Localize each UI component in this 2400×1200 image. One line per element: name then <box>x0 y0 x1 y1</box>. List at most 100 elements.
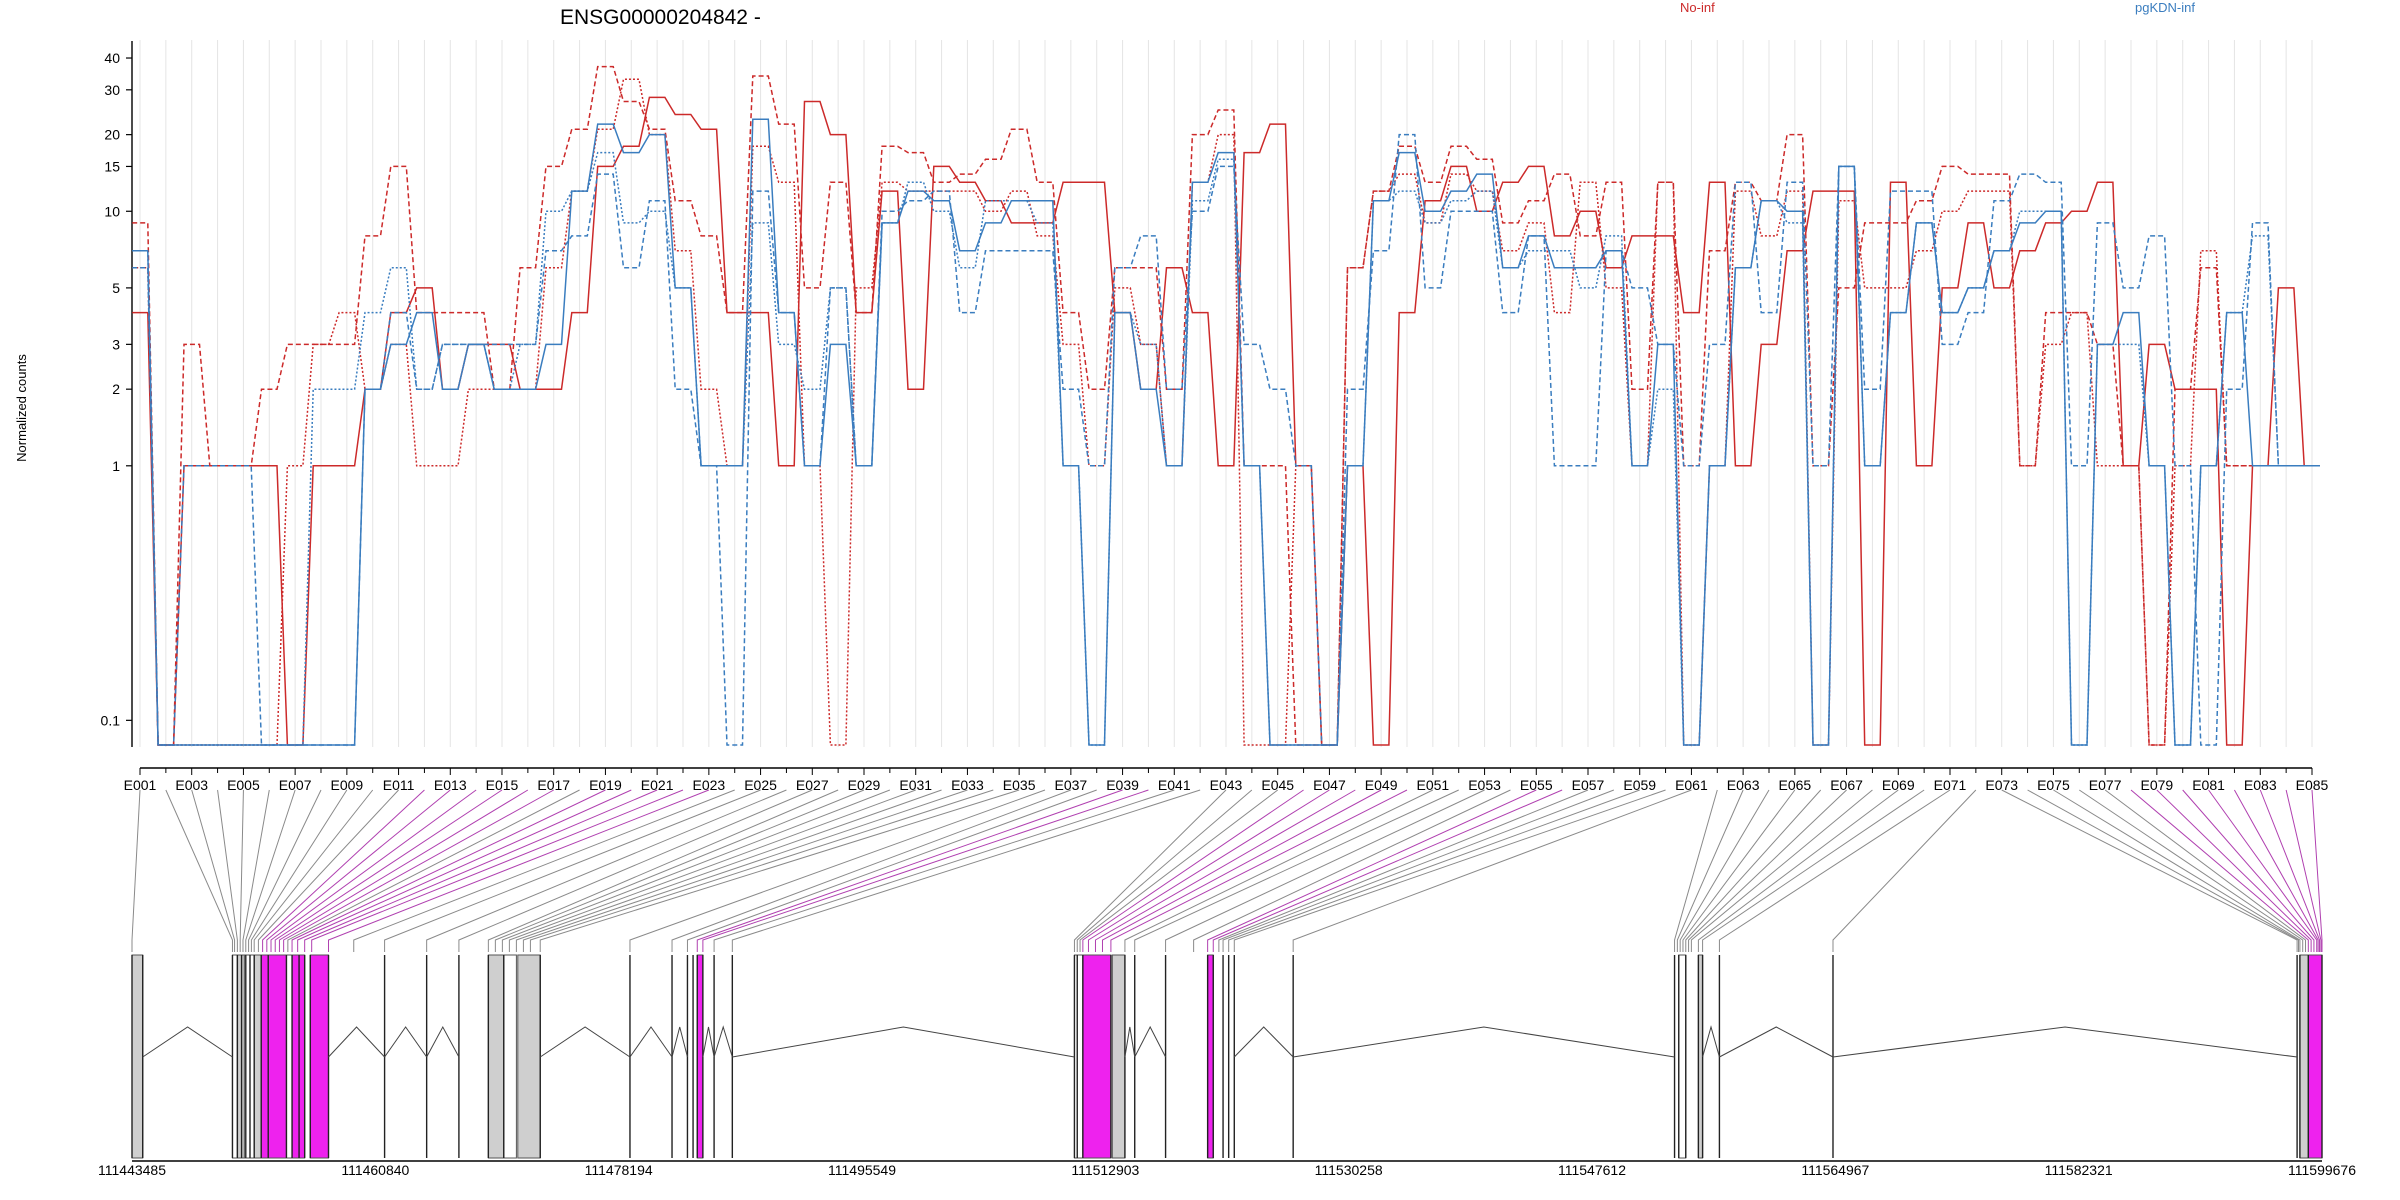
coordinate-tick-label: 111547612 <box>1558 1162 1626 1178</box>
x-tick-label: E059 <box>1623 777 1656 793</box>
exon-connector <box>2001 789 2298 952</box>
exon-connector <box>266 789 451 952</box>
exon-connector <box>311 789 684 952</box>
y-tick-label: 2 <box>112 381 120 397</box>
exon-connector <box>2027 789 2300 952</box>
x-tick-label: E001 <box>124 777 157 793</box>
x-tick-label: E069 <box>1882 777 1915 793</box>
x-tick-label: E055 <box>1520 777 1553 793</box>
exon-connector <box>248 789 322 952</box>
x-tick-label: E053 <box>1468 777 1501 793</box>
y-tick-label: 0.1 <box>101 712 121 728</box>
legend-label-no-inf: No-inf <box>1680 0 1715 15</box>
x-tick-label: E011 <box>383 777 415 793</box>
y-tick-label: 20 <box>104 127 120 143</box>
exon-block <box>231 954 238 1159</box>
x-tick-label: E063 <box>1727 777 1760 793</box>
exon-block <box>260 954 287 1159</box>
x-tick-label: E029 <box>848 777 881 793</box>
x-tick-label: E067 <box>1830 777 1863 793</box>
y-tick-label: 15 <box>104 158 120 174</box>
exon-connector <box>1073 789 1227 952</box>
exon-connector <box>1212 789 1563 952</box>
exon-connector <box>702 789 1149 952</box>
x-tick-label: E083 <box>2244 777 2277 793</box>
series-line-pgkdn-inf-solid <box>132 118 2320 746</box>
exon-connector <box>1101 789 1382 952</box>
x-tick-label: E079 <box>2141 777 2174 793</box>
exon-connector <box>287 789 580 952</box>
x-tick-label: E019 <box>589 777 622 793</box>
exon-connector <box>131 789 141 952</box>
coordinate-tick-label: 111599676 <box>2288 1162 2356 1178</box>
x-tick-label: E043 <box>1210 777 1243 793</box>
exon-connector <box>1094 789 1356 952</box>
intron-line <box>384 1026 428 1058</box>
exon-connector <box>297 789 632 952</box>
exon-connector <box>2259 789 2321 952</box>
exon-connector <box>2053 789 2301 952</box>
exon-connector <box>239 789 244 952</box>
coordinate-tick-label: 111443485 <box>98 1162 166 1178</box>
x-tick-label: E041 <box>1158 777 1191 793</box>
exon-connector <box>2311 789 2323 952</box>
x-tick-label: E045 <box>1261 777 1294 793</box>
x-tick-label: E073 <box>1985 777 2018 793</box>
coordinate-tick-label: 111564967 <box>1801 1162 1869 1178</box>
exon-connector <box>257 789 399 952</box>
exon-connector <box>2182 789 2315 952</box>
exon-block <box>131 954 144 1159</box>
x-tick-label: E077 <box>2089 777 2122 793</box>
exon-connector <box>245 789 296 952</box>
y-tick-label: 30 <box>104 82 120 98</box>
intron-line <box>142 1026 233 1058</box>
x-tick-label: E085 <box>2296 777 2329 793</box>
exon-connector <box>2104 789 2307 952</box>
exon-connector <box>426 789 787 952</box>
exon-block <box>1678 954 1687 1159</box>
coordinate-tick-label: 111530258 <box>1315 1162 1383 1178</box>
exon-connector <box>1193 789 1511 952</box>
exon-connector <box>353 789 735 952</box>
exon-connector <box>1124 789 1434 952</box>
coordinate-tick-label: 111582321 <box>2045 1162 2113 1178</box>
exon-connector <box>1688 789 1847 952</box>
coordinate-tick-label: 111478194 <box>585 1162 653 1178</box>
x-tick-label: E017 <box>537 777 570 793</box>
x-tick-label: E051 <box>1417 777 1450 793</box>
exon-connector <box>1702 789 1925 952</box>
exon-connector <box>253 789 374 952</box>
exon-block <box>236 954 245 1159</box>
exon-connector <box>515 789 942 952</box>
x-tick-label: E081 <box>2192 777 2225 793</box>
chart-title: ENSG00000204842 - <box>560 6 761 29</box>
exon-connector <box>529 789 994 952</box>
y-tick-label: 10 <box>104 203 120 219</box>
intron-line <box>1134 1025 1167 1058</box>
exon-connector <box>1218 789 1589 952</box>
intron-line <box>671 1026 688 1058</box>
exon-connector <box>274 789 503 952</box>
coordinate-tick-label: 111460840 <box>341 1162 409 1178</box>
exon-connector <box>250 789 348 952</box>
exon-connector <box>1222 789 1615 952</box>
exon-connector <box>2156 789 2312 952</box>
x-tick-label: E071 <box>1934 777 1967 793</box>
exon-connector <box>384 789 761 952</box>
y-tick-label: 3 <box>112 336 120 352</box>
coordinate-tick-label: 111512903 <box>1071 1162 1139 1178</box>
exon-connector <box>501 789 891 952</box>
x-tick-label: E047 <box>1313 777 1346 793</box>
exon-connector <box>270 789 477 952</box>
exon-connector <box>1110 789 1408 952</box>
y-tick-label: 1 <box>112 458 120 474</box>
exon-connector <box>1292 789 1692 952</box>
exon-block <box>1207 954 1214 1159</box>
intron-line <box>629 1026 673 1058</box>
intron-line <box>1233 1026 1294 1058</box>
x-tick-label: E025 <box>744 777 777 793</box>
x-tick-label: E033 <box>951 777 984 793</box>
exon-connector <box>262 789 425 952</box>
exon-block <box>2299 954 2309 1159</box>
